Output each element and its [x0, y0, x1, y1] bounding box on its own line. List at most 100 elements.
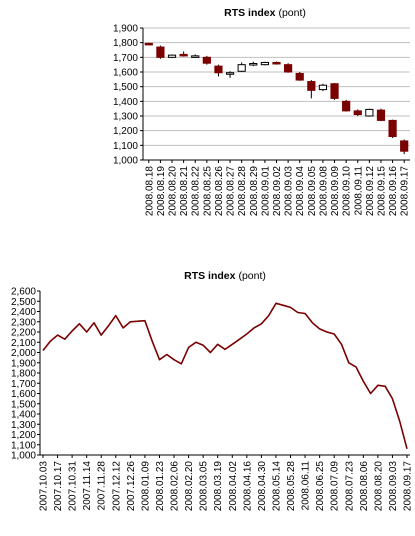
candle-body-down — [376, 109, 386, 121]
candle-body-up — [167, 54, 177, 58]
top-x-tick-label: 2008.09.08 — [318, 166, 329, 216]
top-x-tick-label: 2008.09.04 — [295, 166, 306, 216]
candle-body-down — [342, 100, 351, 112]
rts-index-line — [42, 302, 408, 450]
bottom-x-tick-label: 2007.10.31 — [68, 461, 79, 511]
bottom-x-tick-label: 2007.10.17 — [53, 461, 64, 511]
candle-body-down — [202, 56, 211, 64]
bottom-x-tick-label: 2008.03.19 — [213, 461, 224, 511]
top-y-tick-label: 1,000 — [113, 156, 138, 167]
bottom-x-tick-label: 2008.05.14 — [271, 461, 282, 511]
top-y-tick-label: 1,100 — [113, 141, 138, 152]
top-x-tick-label: 2008.09.10 — [342, 166, 353, 216]
top-x-tick-label: 2008.08.22 — [191, 166, 202, 216]
candle-body-up — [260, 61, 269, 66]
top-x-tick-label: 2008.08.27 — [226, 166, 237, 216]
bottom-y-tick-label: 2,300 — [11, 317, 36, 328]
bottom-y-tick-label: 2,400 — [11, 307, 36, 318]
bottom-x-tick-label: 2008.01.23 — [155, 461, 166, 511]
top-y-tick-label: 1,300 — [113, 112, 138, 123]
top-x-tick-label: 2008.09.15 — [376, 166, 387, 216]
top-x-tick-label: 2008.08.25 — [202, 166, 213, 216]
bottom-y-tick-label: 1,700 — [11, 379, 36, 390]
candle-body-down — [214, 65, 223, 74]
top-x-tick-label: 2008.08.20 — [168, 166, 179, 216]
top-y-tick-label: 1,900 — [113, 24, 138, 35]
bottom-x-tick-label: 2008.07.09 — [330, 461, 341, 511]
top-x-tick-label: 2008.09.05 — [307, 166, 318, 216]
candle-body-down — [307, 81, 316, 91]
candle-body-down — [284, 64, 293, 73]
bottom-x-tick-label: 2008.09.17 — [403, 461, 414, 511]
bottom-x-tick-label: 2008.04.02 — [228, 461, 239, 511]
candle-body-down — [295, 72, 304, 81]
bottom-x-tick-label: 2008.08.20 — [373, 461, 384, 511]
bottom-chart-title: RTS index (pont) — [184, 270, 266, 282]
bottom-y-tick-label: 1,500 — [11, 399, 36, 410]
bottom-x-tick-label: 2007.12.12 — [111, 461, 122, 511]
top-x-tick-label: 2008.09.01 — [260, 166, 271, 216]
bottom-x-tick-label: 2008.02.20 — [184, 461, 195, 511]
bottom-y-tick-label: 1,600 — [11, 389, 36, 400]
top-x-tick-label: 2008.09.09 — [330, 166, 341, 216]
bottom-x-tick-label: 2008.07.23 — [344, 461, 355, 511]
top-x-tick-label: 2008.09.17 — [400, 166, 411, 216]
bottom-y-tick-label: 1,100 — [11, 440, 36, 451]
bottom-x-tick-label: 2007.11.14 — [82, 461, 93, 511]
bottom-y-tick-label: 2,100 — [11, 338, 36, 349]
top-x-tick-label: 2008.09.16 — [388, 166, 399, 216]
candle-body-down — [388, 119, 397, 138]
top-x-tick-label: 2008.09.03 — [284, 166, 295, 216]
candle-body-up — [225, 72, 235, 75]
bottom-x-tick-label: 2007.12.26 — [126, 461, 137, 511]
top-y-tick-label: 1,200 — [113, 126, 138, 137]
top-x-tick-label: 2008.09.02 — [272, 166, 283, 216]
bottom-x-tick-label: 2008.09.03 — [388, 461, 399, 511]
bottom-x-tick-label: 2008.04.16 — [242, 461, 253, 511]
candle-body-down — [144, 42, 153, 46]
bottom-y-tick-label: 1,400 — [11, 410, 36, 421]
top-x-tick-label: 2008.08.21 — [179, 166, 190, 216]
bottom-y-tick-label: 2,500 — [11, 297, 36, 308]
candle-body-down — [353, 110, 362, 116]
top-y-tick-label: 1,800 — [113, 38, 138, 49]
bottom-x-tick-label: 2008.01.09 — [140, 461, 151, 511]
bottom-x-tick-label: 2008.08.06 — [359, 461, 370, 511]
candle-body-up — [365, 108, 374, 117]
top-y-tick-label: 1,400 — [113, 97, 138, 108]
bottom-y-tick-label: 1,800 — [11, 369, 36, 380]
candle-body-up — [191, 55, 200, 58]
bottom-y-tick-label: 1,200 — [11, 430, 36, 441]
bottom-x-tick-label: 2008.03.05 — [199, 461, 210, 511]
candle-body-up — [318, 84, 328, 91]
bottom-x-tick-label: 2007.10.03 — [39, 461, 50, 511]
candlestick-chart: RTS index (pont) 1,000 1,100 1,200 1,300 1,40… — [113, 7, 411, 216]
candle-body-down — [400, 140, 409, 152]
candle-body-down — [330, 83, 339, 99]
top-y-tick-label: 1,700 — [113, 53, 138, 64]
bottom-y-tick-label: 2,000 — [11, 348, 36, 359]
top-x-tick-label: 2008.09.11 — [353, 166, 364, 216]
top-x-tick-label: 2008.08.18 — [144, 166, 155, 216]
top-x-tick-label: 2008.08.19 — [156, 166, 167, 216]
candle-body-down — [272, 61, 281, 65]
bottom-y-tick-label: 1,300 — [11, 420, 36, 431]
line-chart: RTS index (pont) 1,0001,1001,2001,3001,40… — [11, 270, 414, 511]
bottom-x-tick-label: 2008.04.30 — [257, 461, 268, 511]
top-x-tick-label: 2008.08.28 — [237, 166, 248, 216]
candle-body-up — [237, 64, 246, 72]
top-y-tick-label: 1,500 — [113, 82, 138, 93]
top-x-tick-label: 2008.08.29 — [249, 166, 260, 216]
candle-body-down — [179, 53, 188, 57]
bottom-x-tick-label: 2008.02.06 — [170, 461, 181, 511]
top-x-tick-label: 2008.08.26 — [214, 166, 225, 216]
bottom-y-tick-label: 1,900 — [11, 358, 36, 369]
bottom-x-tick-label: 2007.11.28 — [97, 461, 108, 511]
top-chart-title: RTS index (pont) — [224, 7, 306, 19]
candle-body-up — [249, 62, 258, 66]
candle-body-down — [156, 46, 165, 58]
top-x-tick-label: 2008.09.12 — [365, 166, 376, 216]
bottom-y-tick-label: 1,000 — [11, 451, 36, 462]
top-y-tick-label: 1,600 — [113, 68, 138, 79]
bottom-y-tick-label: 2,600 — [11, 287, 36, 298]
